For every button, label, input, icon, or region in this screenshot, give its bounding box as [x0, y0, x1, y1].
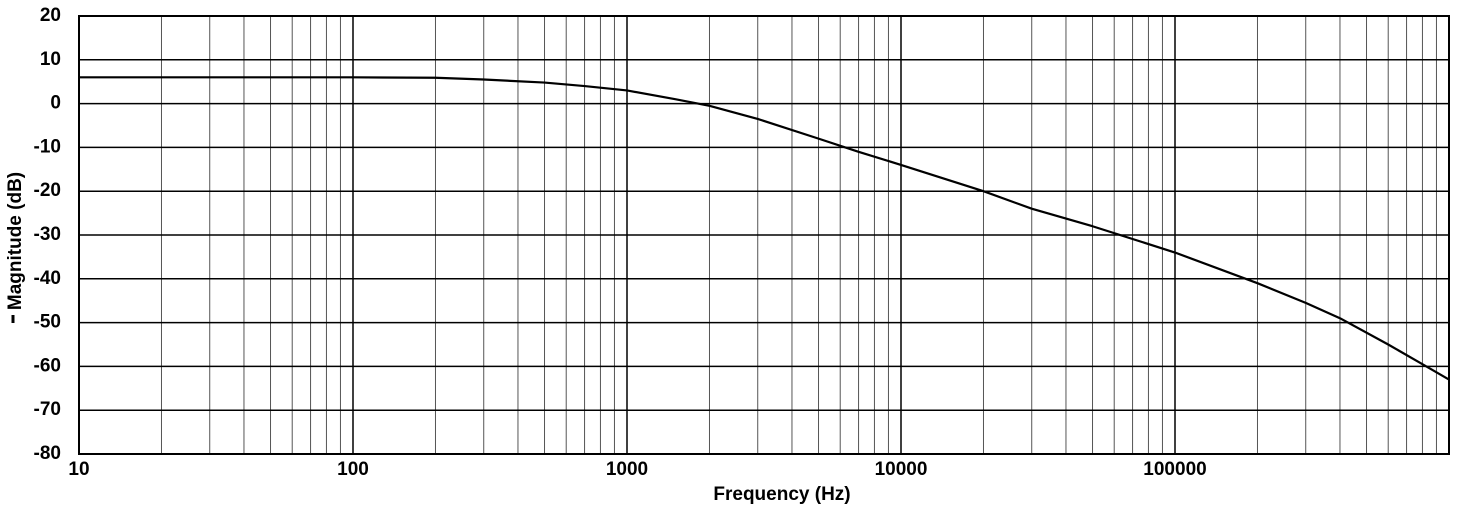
x-tick-label: 10000: [875, 459, 928, 480]
y-tick-label: -60: [34, 355, 61, 376]
y-tick-label: -20: [34, 180, 61, 201]
y-axis-title-group: Magnitude (dB): [5, 172, 26, 323]
y-tick-label: 20: [40, 5, 61, 26]
y-tick-label: -30: [34, 224, 61, 245]
plot-frame: [78, 15, 1450, 455]
magnitude-line: [79, 76, 1450, 381]
x-axis-title: Frequency (Hz): [713, 484, 850, 505]
y-tick-label: -80: [34, 443, 61, 464]
y-tick-label: 0: [50, 93, 61, 114]
x-tick-label: 100000: [1143, 459, 1206, 480]
y-tick-label: 10: [40, 49, 61, 70]
x-tick-label: 1000: [606, 459, 648, 480]
y-axis-title: Magnitude (dB): [5, 172, 26, 310]
y-tick-label: -40: [34, 268, 61, 289]
y-tick-label: -10: [34, 136, 61, 157]
x-tick-label: 100: [337, 459, 369, 480]
y-tick-label: -50: [34, 312, 61, 333]
y-tick-label: -70: [34, 399, 61, 420]
x-tick-label: 10: [68, 459, 89, 480]
